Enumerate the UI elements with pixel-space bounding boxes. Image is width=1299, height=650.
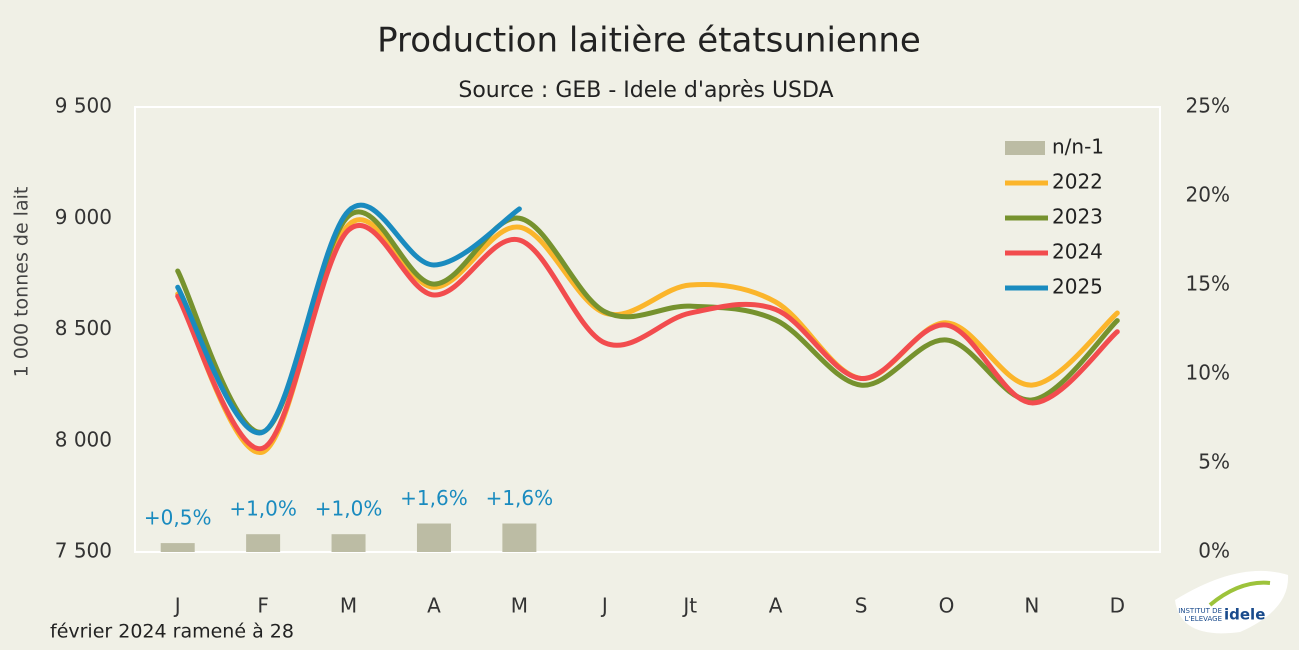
y-tick-label: 9 500 <box>55 94 112 118</box>
data-label: +1,0% <box>229 497 297 521</box>
y-tick-label: 8 500 <box>55 316 112 340</box>
chart-title: Production laitière étatsunienne <box>377 21 921 61</box>
x-tick-label: J <box>600 594 608 618</box>
y2-tick-label: 10% <box>1186 361 1230 385</box>
x-tick-label: A <box>769 594 783 618</box>
y2-tick-label: 5% <box>1198 450 1230 474</box>
line <box>175 202 522 436</box>
bar <box>246 534 281 552</box>
line <box>175 209 1120 435</box>
x-tick-label: J <box>173 594 181 618</box>
y-tick-label: 8 000 <box>55 427 112 451</box>
x-tick-label: S <box>855 594 868 618</box>
logo-swoosh <box>1208 580 1271 607</box>
logo-brand: idele <box>1224 606 1265 624</box>
y-axis-label: 1 000 tonnes de lait <box>11 187 33 378</box>
x-tick-label: N <box>1024 594 1039 618</box>
data-label: +1,6% <box>400 486 468 510</box>
y2-tick-label: 0% <box>1198 539 1230 563</box>
x-tick-label: M <box>340 594 357 618</box>
y2-tick-label: 25% <box>1186 94 1230 118</box>
y2-tick-label: 20% <box>1186 183 1230 207</box>
logo: INSTITUT DE L'ELEVAGE idele <box>1175 570 1289 634</box>
bar <box>416 523 451 552</box>
bar <box>502 523 537 552</box>
x-tick-label: D <box>1110 594 1125 618</box>
x-tick-label: A <box>427 594 441 618</box>
line <box>175 223 1120 451</box>
logo-text: INSTITUT DE <box>1178 607 1222 615</box>
x-tick-label: F <box>257 594 269 618</box>
logo-text: L'ELEVAGE <box>1185 615 1222 623</box>
data-label: +0,5% <box>144 506 212 530</box>
legend-label: 2022 <box>1052 170 1103 194</box>
y-tick-label: 7 500 <box>55 539 112 563</box>
data-label: +1,0% <box>315 497 383 521</box>
chart-subtitle: Source : GEB - Idele d'après USDA <box>458 78 833 103</box>
legend-label: 2025 <box>1052 275 1103 299</box>
footnote: février 2024 ramené à 28 <box>50 621 294 643</box>
plot-frame <box>134 106 1161 553</box>
legend-label: 2023 <box>1052 205 1103 229</box>
legend-label: n/n-1 <box>1052 135 1104 159</box>
logo-shape <box>1175 570 1289 634</box>
legend-label: 2024 <box>1052 240 1103 264</box>
y-tick-label: 9 000 <box>55 205 112 229</box>
bar <box>331 534 366 552</box>
bar <box>160 543 195 552</box>
x-tick-label: Jt <box>681 594 697 618</box>
y2-tick-label: 15% <box>1186 272 1230 296</box>
legend-swatch <box>1005 141 1045 155</box>
data-label: +1,6% <box>486 486 554 510</box>
x-tick-label: M <box>511 594 528 618</box>
x-tick-label: O <box>939 594 955 618</box>
